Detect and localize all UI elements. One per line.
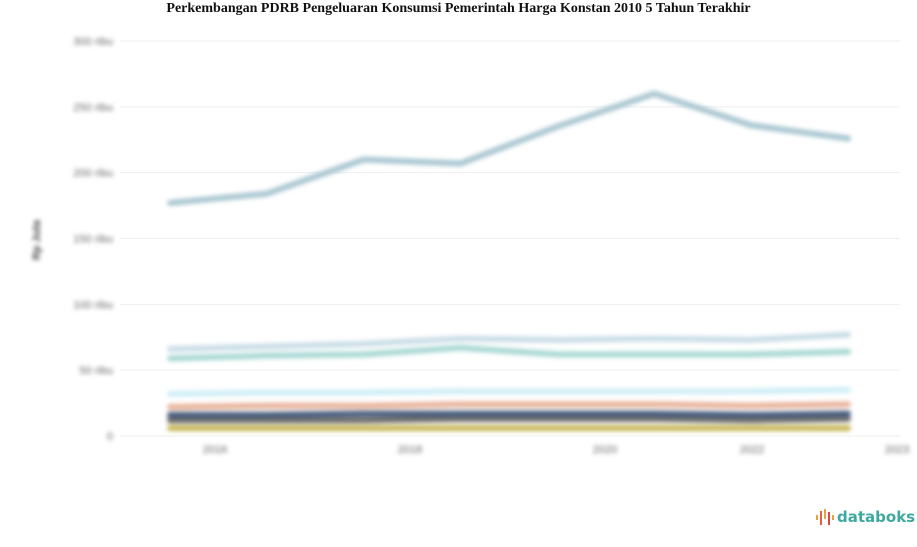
y-tick-label: 100 ribu [73, 299, 113, 311]
x-axis: 2016 2018 2020 2022 2023 [203, 444, 909, 456]
x-tick-label: 2022 [740, 444, 764, 456]
brand-name: databoks [837, 508, 916, 526]
series-line [167, 410, 851, 418]
x-tick-label: 2018 [398, 444, 422, 456]
x-tick-label: 2020 [593, 444, 617, 456]
y-tick-label: 150 ribu [73, 234, 113, 246]
y-tick-label: 300 ribu [73, 36, 113, 48]
series-line [167, 90, 851, 206]
y-tick-label: 200 ribu [73, 168, 113, 180]
chart-title: Perkembangan PDRB Pengeluaran Konsumsi P… [166, 1, 751, 16]
y-tick-label: 0 [107, 431, 113, 443]
y-tick-label: 250 ribu [73, 102, 113, 114]
y-axis-label: Rp Juta [31, 219, 43, 260]
series-line [167, 386, 851, 397]
x-tick-label: 2023 [885, 444, 909, 456]
series-line [167, 415, 851, 424]
grid [120, 40, 900, 437]
series-line [167, 401, 851, 411]
y-axis: 0 50 ribu 100 ribu 150 ribu 200 ribu 250 ribu… [73, 36, 113, 443]
series-line [167, 344, 851, 362]
line-chart: 0 50 ribu 100 ribu 150 ribu 200 ribu 250 ribu… [31, 36, 909, 456]
logo-bars-icon [816, 509, 834, 525]
series-line [167, 331, 851, 353]
y-tick-label: 50 ribu [79, 365, 113, 377]
x-tick-label: 2016 [203, 444, 227, 456]
series-lines [167, 90, 851, 432]
databoks-logo: databoks [816, 508, 915, 526]
